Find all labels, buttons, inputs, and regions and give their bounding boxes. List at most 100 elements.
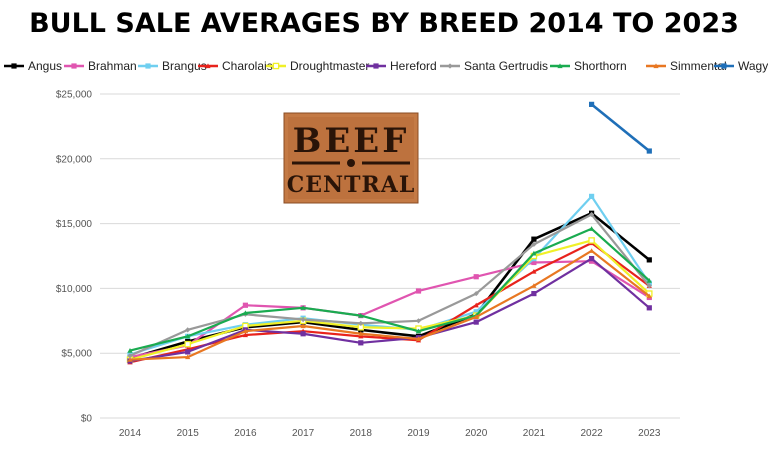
legend-label: Santa Gertrudis	[464, 59, 548, 73]
series-line	[129, 213, 651, 357]
legend-item: Angus	[4, 59, 62, 73]
legend-marker	[721, 63, 727, 69]
series	[127, 248, 652, 362]
series	[127, 226, 652, 353]
data-point	[415, 288, 422, 294]
legend-marker	[373, 63, 379, 69]
data-point	[589, 211, 595, 218]
legend-item: Charolais	[198, 59, 273, 73]
x-tick-label: 2020	[465, 428, 488, 439]
x-tick-label: 2016	[234, 428, 257, 439]
data-point	[646, 257, 652, 263]
data-point	[531, 259, 537, 266]
beef-central-logo: BEEF CENTRAL	[283, 112, 419, 204]
logo-word-beef: BEEF	[293, 121, 410, 161]
legend-marker	[145, 63, 151, 69]
legend-item: Hereford	[366, 59, 437, 73]
y-tick-label: $20,000	[56, 154, 93, 165]
data-point	[473, 309, 479, 315]
data-point	[589, 193, 595, 199]
series-line	[129, 257, 651, 363]
x-tick-label: 2018	[350, 428, 373, 439]
legend-label: Droughtmaster	[290, 59, 369, 73]
x-tick-label: 2017	[292, 428, 315, 439]
series	[126, 237, 653, 363]
data-point	[358, 340, 364, 346]
x-tick-label: 2022	[580, 428, 603, 439]
data-point	[358, 333, 364, 339]
legend-item: Shorthorn	[550, 59, 627, 73]
data-point	[185, 327, 191, 333]
data-point	[646, 283, 652, 289]
data-point	[588, 237, 595, 244]
data-point	[300, 323, 306, 329]
legend-label: Brahman	[88, 59, 137, 73]
chart-title: BULL SALE AVERAGES BY BREED 2014 TO 2023	[29, 8, 739, 39]
data-point	[531, 283, 537, 288]
x-tick-label: 2014	[119, 428, 142, 439]
data-point	[358, 320, 364, 326]
data-point	[646, 293, 652, 299]
data-point	[531, 250, 537, 256]
data-point	[185, 349, 191, 355]
series-line	[129, 227, 651, 352]
legend-label: Angus	[28, 59, 62, 73]
data-point	[531, 290, 537, 297]
legend-marker	[11, 63, 17, 69]
data-point	[415, 336, 422, 342]
data-point	[242, 328, 248, 334]
data-point	[531, 268, 537, 274]
legend-label: Charolais	[222, 59, 273, 73]
series-lines	[126, 101, 653, 365]
data-point	[646, 278, 652, 283]
legend-label: Brangus	[162, 59, 207, 73]
series-line	[129, 249, 650, 361]
logo-word-central: CENTRAL	[287, 172, 416, 198]
data-point	[358, 313, 364, 318]
data-point	[242, 310, 248, 316]
legend-item: Wagyu	[714, 59, 768, 73]
data-point	[531, 236, 537, 242]
data-point	[646, 305, 652, 311]
data-point	[184, 340, 191, 348]
data-point	[242, 332, 248, 338]
data-point	[358, 331, 364, 336]
data-point	[589, 248, 595, 253]
y-tick-label: $10,000	[56, 284, 93, 295]
legend-label: Simmental	[670, 59, 727, 73]
legend-marker	[653, 63, 659, 69]
data-point	[185, 333, 191, 339]
y-tick-label: $0	[81, 414, 93, 425]
data-point	[127, 348, 133, 353]
series	[127, 255, 652, 364]
data-point	[473, 274, 479, 280]
legend-marker	[557, 63, 563, 69]
legend: Angus Brahman Brangus Charolais Droughtmaste…	[4, 59, 768, 73]
data-point	[415, 318, 422, 324]
legend-item: Santa Gertrudis	[440, 59, 548, 73]
legend-item: Brangus	[138, 59, 207, 73]
data-point	[473, 302, 479, 308]
data-point	[415, 328, 422, 334]
data-point	[473, 319, 479, 325]
series-line	[590, 103, 651, 153]
data-point	[242, 302, 248, 308]
series-line	[129, 239, 651, 361]
data-point	[300, 305, 306, 310]
series	[589, 101, 652, 154]
y-tick-label: $15,000	[56, 219, 93, 230]
data-point	[473, 314, 479, 319]
legend-marker	[205, 63, 211, 69]
series-line	[129, 260, 650, 359]
data-point	[589, 101, 595, 107]
data-point	[300, 331, 306, 337]
legend-label: Shorthorn	[574, 59, 627, 73]
data-point	[185, 354, 191, 360]
series	[127, 211, 652, 359]
data-point	[127, 357, 133, 362]
data-point	[646, 148, 652, 154]
legend-label: Wagyu	[738, 59, 768, 73]
data-point	[589, 255, 595, 262]
y-axis: $0 $5,000 $10,000 $15,000 $20,000 $25,000	[56, 90, 93, 425]
